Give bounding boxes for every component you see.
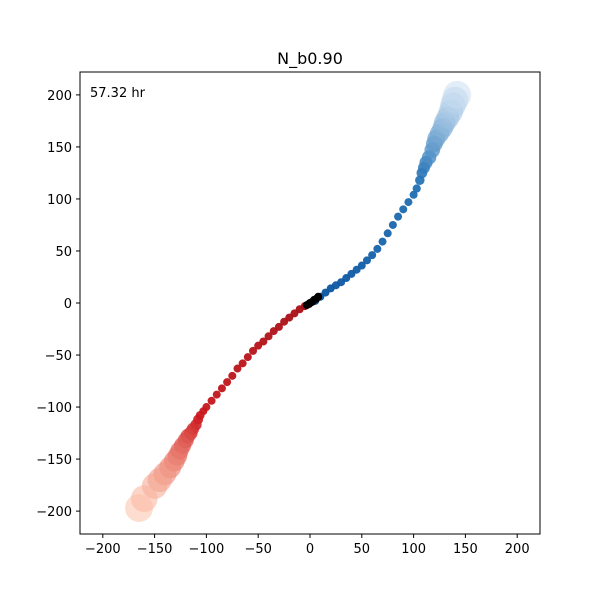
x-tick-label: −50: [244, 542, 271, 557]
data-point: [357, 261, 366, 270]
data-point: [383, 229, 392, 238]
data-point: [233, 364, 242, 373]
data-point: [368, 251, 377, 260]
data-point: [412, 184, 421, 193]
x-tick-label: −150: [137, 542, 173, 557]
y-tick-label: −100: [36, 401, 72, 416]
y-tick-label: 0: [64, 297, 72, 312]
data-point: [314, 292, 323, 301]
x-axis: −200 −150 −100 −50 0 50 100 150 200: [85, 534, 530, 557]
x-tick-label: 0: [306, 542, 314, 557]
data-point: [280, 317, 289, 326]
y-tick-label: 150: [47, 141, 72, 156]
data-point: [212, 390, 221, 399]
y-tick-label: −200: [36, 505, 72, 520]
x-tick-label: −100: [189, 542, 225, 557]
data-point: [207, 396, 216, 405]
data-point: [362, 256, 371, 265]
x-tick-label: 200: [505, 542, 530, 557]
y-tick-label: 200: [47, 89, 72, 104]
y-tick-label: −150: [36, 453, 72, 468]
chart-title: N_b0.90: [277, 49, 343, 69]
data-point: [238, 359, 247, 368]
data-point: [373, 244, 382, 253]
data-point: [243, 353, 252, 362]
y-axis: −200 −150 −100 −50 0 50 100 150 200: [36, 89, 80, 520]
x-tick-label: −200: [85, 542, 121, 557]
data-point: [269, 327, 278, 336]
data-point: [125, 493, 154, 522]
x-tick-label: 100: [401, 542, 426, 557]
data-point: [409, 190, 418, 199]
data-point: [228, 371, 237, 380]
scatter-layer: [125, 80, 472, 522]
y-tick-label: 100: [47, 193, 72, 208]
x-tick-label: 50: [354, 542, 371, 557]
data-point: [388, 220, 397, 229]
data-point: [399, 205, 408, 214]
data-point: [223, 378, 232, 387]
x-tick-label: 150: [453, 542, 478, 557]
data-point: [264, 332, 273, 341]
data-point: [254, 341, 263, 350]
elapsed-time-annotation: 57.32 hr: [90, 86, 146, 101]
data-point: [217, 384, 226, 393]
data-point: [394, 212, 403, 221]
data-point: [443, 80, 472, 109]
y-tick-label: 50: [55, 245, 72, 260]
data-point: [404, 198, 413, 207]
data-point: [378, 237, 387, 246]
y-tick-label: −50: [45, 349, 72, 364]
data-point: [249, 346, 258, 355]
